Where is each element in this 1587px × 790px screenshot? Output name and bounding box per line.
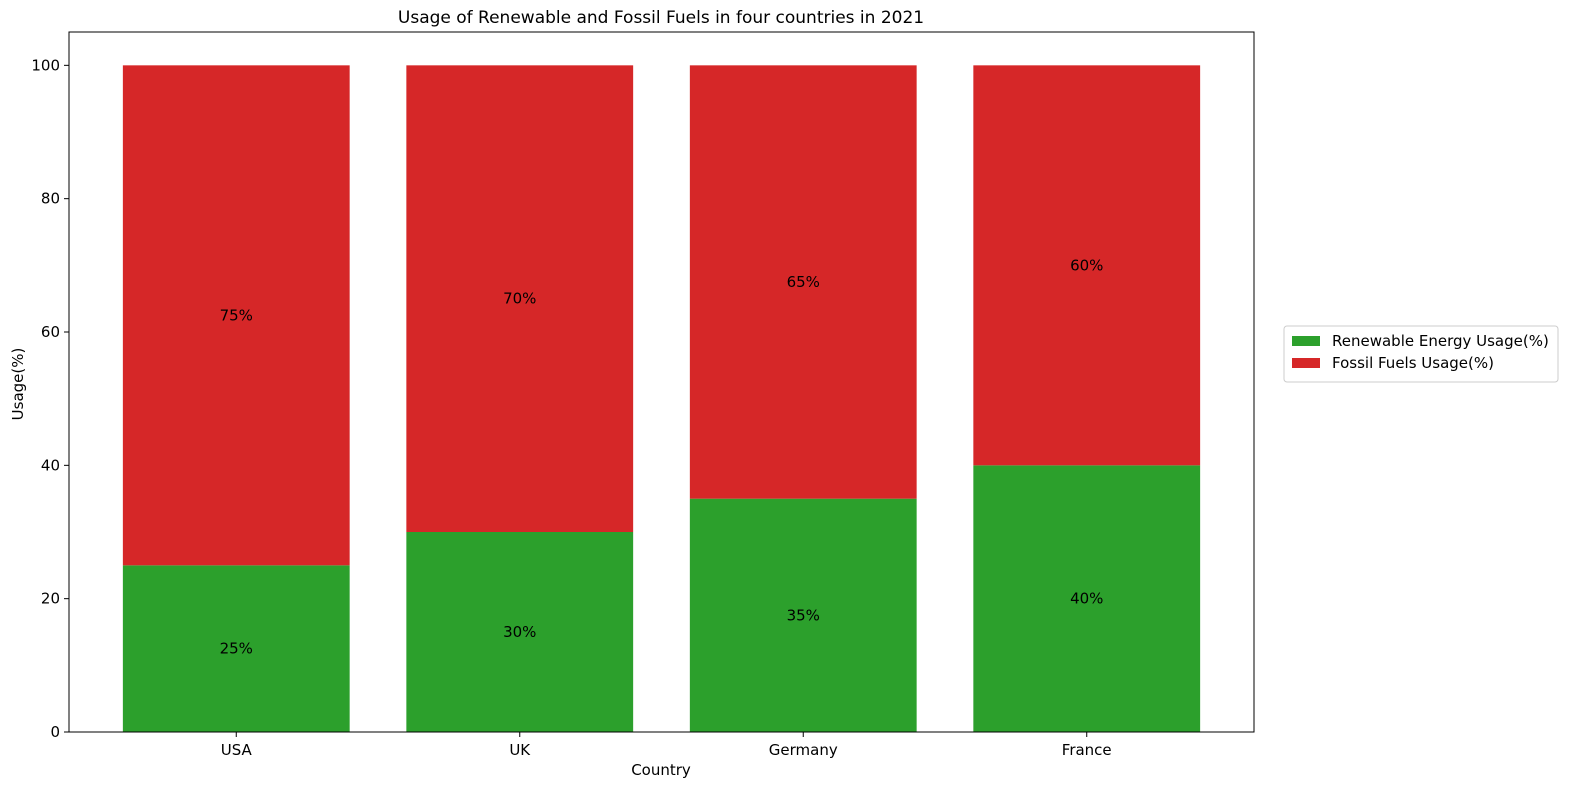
data-label-usa-series-1: 75% — [220, 306, 253, 324]
legend: Renewable Energy Usage(%) Fossil Fuels Us… — [1283, 325, 1559, 383]
data-label-germany-series-1: 65% — [787, 273, 820, 291]
bar-usa-series-0 — [122, 565, 350, 732]
bar-germany-series-1 — [689, 65, 917, 499]
data-label-usa-series-0: 25% — [220, 640, 253, 658]
data-label-uk-series-1: 70% — [503, 290, 536, 308]
bar-uk-series-1 — [406, 65, 634, 532]
x-axis: USA UK Germany France — [221, 732, 1112, 759]
x-tick-label: France — [1062, 741, 1112, 759]
bar-uk-series-0 — [406, 532, 634, 732]
data-label-france-series-0: 40% — [1070, 590, 1103, 608]
y-axis-label: Usage(%) — [9, 348, 27, 421]
legend-label-0: Renewable Energy Usage(%) — [1332, 332, 1549, 350]
data-label-france-series-1: 60% — [1070, 256, 1103, 274]
x-tick-label: UK — [509, 741, 531, 759]
chart-title: Usage of Renewable and Fossil Fuels in f… — [398, 8, 924, 28]
y-tick-label: 20 — [41, 590, 60, 608]
y-tick-label: 100 — [31, 56, 60, 74]
bar-france-series-0 — [973, 465, 1201, 732]
legend-label-1: Fossil Fuels Usage(%) — [1332, 354, 1494, 372]
legend-swatch-0 — [1292, 336, 1320, 346]
y-tick-label: 0 — [50, 723, 60, 741]
legend-swatch-1 — [1292, 358, 1320, 368]
x-tick-label: USA — [221, 741, 253, 759]
x-axis-label: Country — [631, 761, 691, 779]
data-label-uk-series-0: 30% — [503, 623, 536, 641]
data-label-germany-series-0: 35% — [787, 606, 820, 624]
y-tick-label: 60 — [41, 323, 60, 341]
bar-france-series-1 — [973, 65, 1201, 466]
x-tick-label: Germany — [769, 741, 838, 759]
y-tick-label: 80 — [41, 190, 60, 208]
plot-frame — [68, 31, 1255, 733]
y-tick-label: 40 — [41, 456, 60, 474]
y-axis: 0 20 40 60 80 100 — [31, 56, 69, 741]
bar-germany-series-0 — [689, 498, 917, 732]
plot-area: 25% 30% 35% 40% 75% 70% 65% 60% — [122, 65, 1201, 732]
legend-box — [1283, 325, 1559, 383]
bar-usa-series-1 — [122, 65, 350, 566]
